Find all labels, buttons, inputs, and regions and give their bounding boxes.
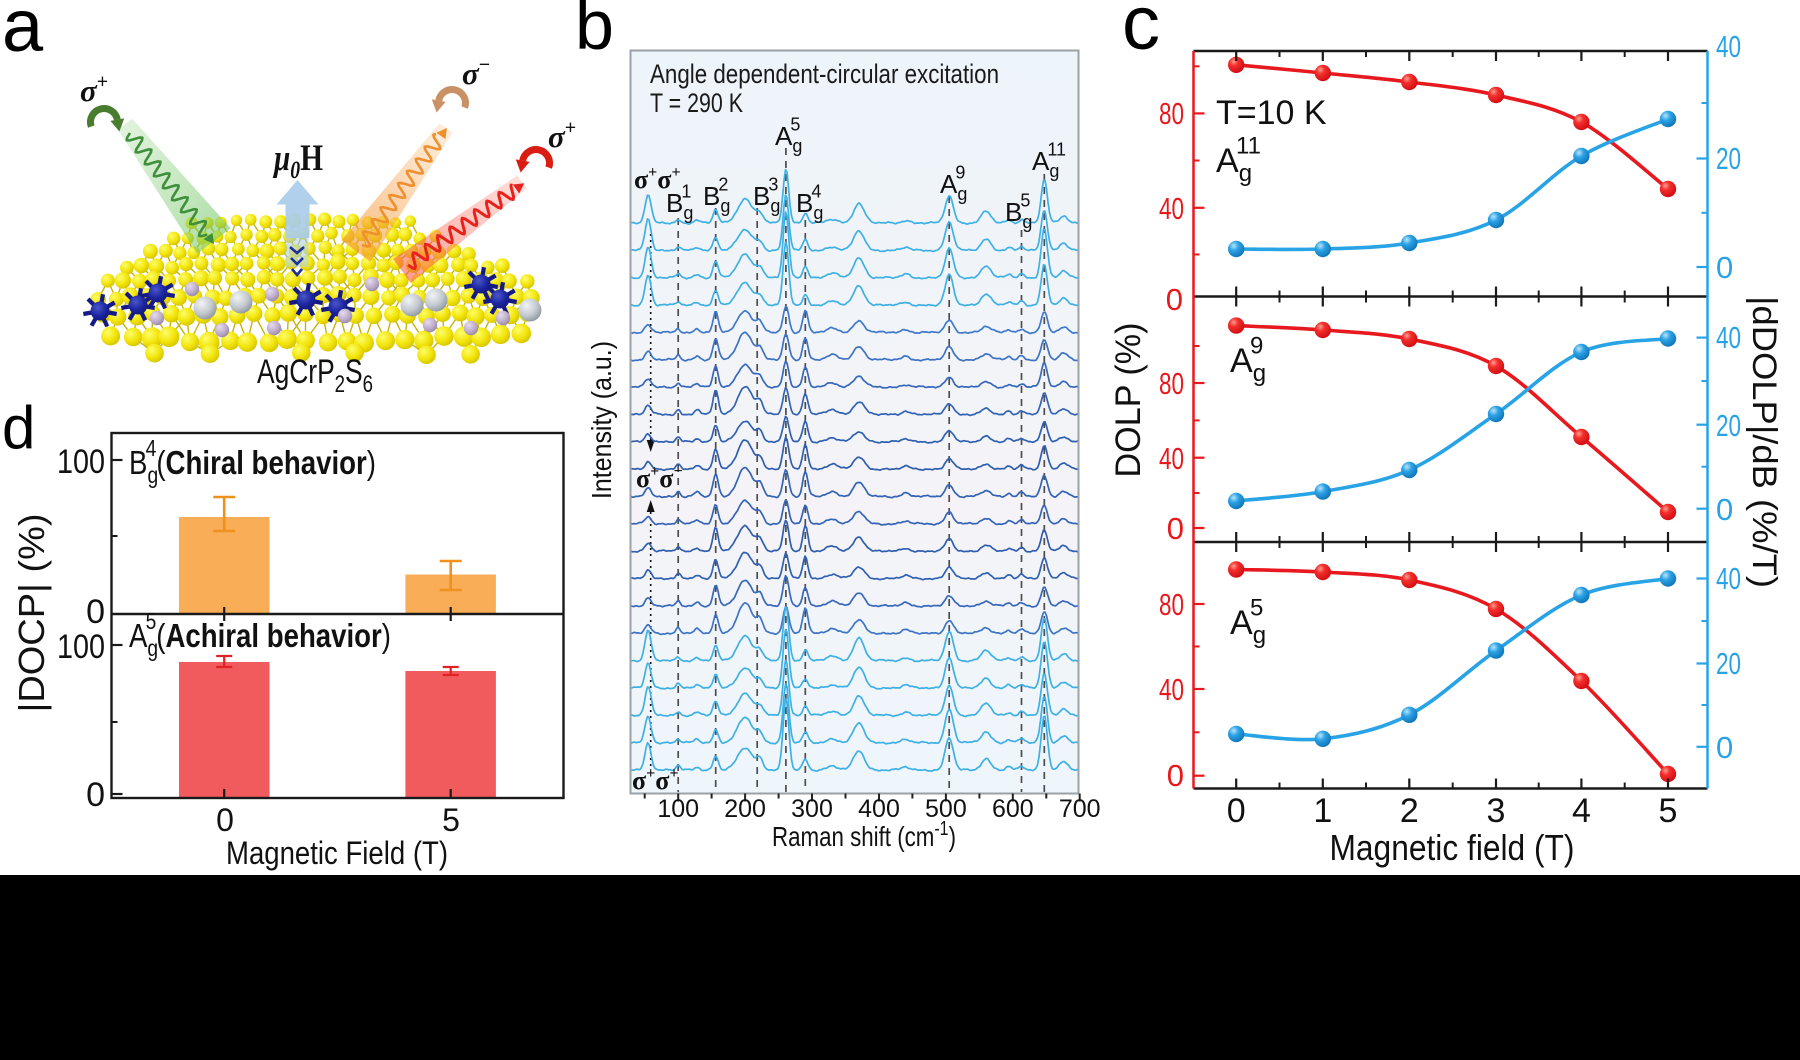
svg-text:T=10 K: T=10 K xyxy=(1216,94,1327,132)
svg-text:100: 100 xyxy=(657,795,699,823)
svg-text:σ+σ−: σ+σ− xyxy=(636,463,683,493)
svg-text:100: 100 xyxy=(57,443,105,481)
svg-text:5: 5 xyxy=(442,802,460,838)
svg-text:T = 290 K: T = 290 K xyxy=(650,88,743,118)
svg-text:400: 400 xyxy=(858,795,900,823)
svg-text:2: 2 xyxy=(1400,792,1419,830)
svg-text:20: 20 xyxy=(1716,141,1741,176)
svg-text:40: 40 xyxy=(1159,441,1184,476)
svg-text:Bg5: Bg5 xyxy=(1005,191,1032,232)
svg-text:c: c xyxy=(1122,0,1160,66)
svg-text:σ+σ+: σ+σ+ xyxy=(632,765,679,795)
svg-text:Magnetic field (T): Magnetic field (T) xyxy=(1330,827,1575,868)
svg-text:b: b xyxy=(575,0,614,64)
svg-text:Bg3: Bg3 xyxy=(753,175,780,216)
svg-text:0: 0 xyxy=(1167,758,1184,793)
svg-text:80: 80 xyxy=(1159,366,1184,401)
svg-text:Ag9: Ag9 xyxy=(1230,332,1266,387)
svg-text:40: 40 xyxy=(1716,320,1741,355)
svg-text:3: 3 xyxy=(1487,792,1506,830)
svg-text:500: 500 xyxy=(925,795,967,823)
svg-text:0: 0 xyxy=(1227,792,1246,830)
svg-text:Raman shift (cm-1): Raman shift (cm-1) xyxy=(772,818,956,852)
svg-text:Ag5: Ag5 xyxy=(1230,594,1266,649)
svg-text:a: a xyxy=(2,0,44,67)
svg-text:40: 40 xyxy=(1716,561,1741,596)
svg-text:Angle dependent-circular excit: Angle dependent-circular excitation xyxy=(650,59,999,89)
svg-text:Bg2: Bg2 xyxy=(703,175,730,216)
svg-text:Intensity (a.u.): Intensity (a.u.) xyxy=(586,341,617,499)
svg-text:5: 5 xyxy=(1659,792,1678,830)
svg-text:Bg4: Bg4 xyxy=(796,182,823,223)
svg-text:0: 0 xyxy=(216,802,234,838)
svg-text:0: 0 xyxy=(86,593,105,631)
svg-text:|DOCP| (%): |DOCP| (%) xyxy=(11,514,52,713)
svg-text:20: 20 xyxy=(1716,408,1741,443)
svg-text:40: 40 xyxy=(1716,29,1741,64)
svg-text:Bg1: Bg1 xyxy=(666,182,693,223)
svg-text:40: 40 xyxy=(1159,672,1184,707)
svg-text:80: 80 xyxy=(1159,96,1184,131)
svg-text:40: 40 xyxy=(1159,191,1184,226)
svg-text:|dDOLP|/dB (%/T): |dDOLP|/dB (%/T) xyxy=(1745,296,1783,588)
svg-text:1: 1 xyxy=(1313,792,1332,830)
svg-text:AgCrP2S6: AgCrP2S6 xyxy=(257,353,373,398)
svg-text:0: 0 xyxy=(86,776,105,814)
svg-text:DOLP (%): DOLP (%) xyxy=(1109,323,1148,478)
svg-text:200: 200 xyxy=(724,795,766,823)
svg-text:700: 700 xyxy=(1059,795,1101,823)
svg-text:300: 300 xyxy=(791,795,833,823)
svg-text:20: 20 xyxy=(1716,646,1741,681)
svg-text:Ag9: Ag9 xyxy=(940,163,967,204)
svg-text:0: 0 xyxy=(1716,492,1733,527)
svg-text:0: 0 xyxy=(1167,511,1184,546)
svg-text:100: 100 xyxy=(57,628,105,666)
svg-text:Bg4(Chiral behavior): Bg4(Chiral behavior) xyxy=(129,435,376,488)
svg-text:4: 4 xyxy=(1572,792,1591,830)
svg-text:d: d xyxy=(2,394,35,461)
svg-text:600: 600 xyxy=(992,795,1034,823)
svg-text:σ+σ+: σ+σ+ xyxy=(634,164,681,194)
svg-text:Ag5: Ag5 xyxy=(775,115,802,156)
svg-text:Magnetic Field (T): Magnetic Field (T) xyxy=(226,835,448,871)
svg-text:80: 80 xyxy=(1159,587,1184,622)
svg-text:σ+: σ+ xyxy=(80,71,108,108)
svg-text:0: 0 xyxy=(1716,250,1733,285)
svg-text:0: 0 xyxy=(1166,282,1183,317)
svg-text:0: 0 xyxy=(1716,730,1733,765)
svg-text:Ag11: Ag11 xyxy=(1216,132,1261,187)
svg-text:Ag5(Achiral behavior): Ag5(Achiral behavior) xyxy=(129,608,391,661)
